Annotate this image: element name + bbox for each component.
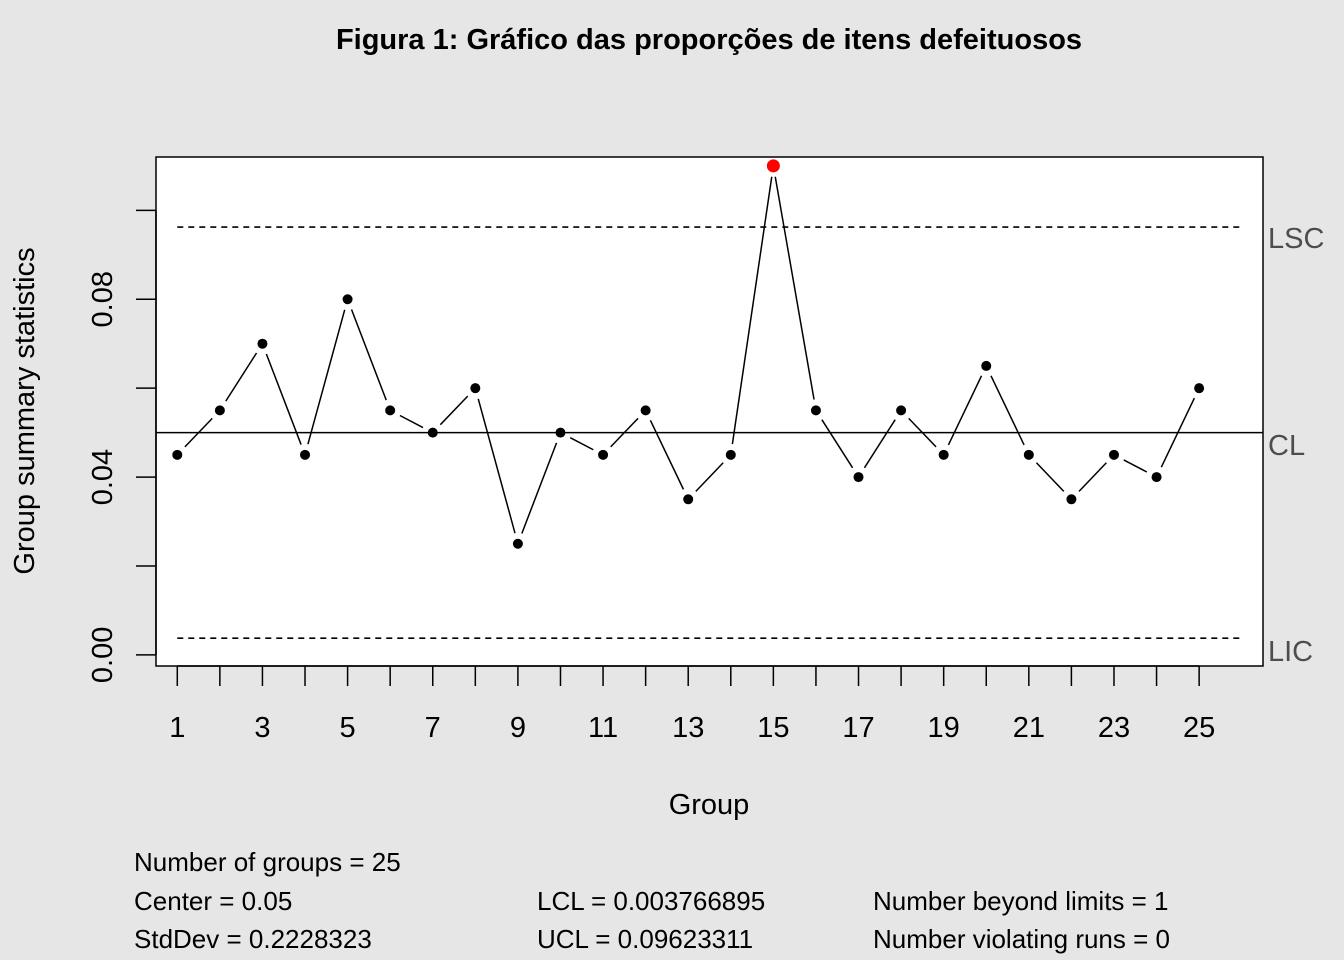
stat-lcl: LCL = 0.003766895 xyxy=(537,886,765,916)
data-point xyxy=(853,472,864,483)
y-tick-label: 0.00 xyxy=(87,627,119,683)
x-tick-label: 15 xyxy=(757,712,789,744)
data-point xyxy=(725,449,736,460)
series-segment xyxy=(265,353,302,445)
upper-limit-label: LSC xyxy=(1268,223,1324,255)
data-points xyxy=(172,159,1205,549)
x-axis: 1 3 5 7 9 11 13 15 17 19 21 23 25 xyxy=(169,665,1215,744)
data-point-beyond-limits xyxy=(766,159,780,173)
series-segment xyxy=(990,375,1025,446)
stat-number-of-groups: Number of groups = 25 xyxy=(134,847,401,877)
data-point xyxy=(1066,494,1077,505)
series-segment xyxy=(863,419,896,469)
series-segment xyxy=(350,309,387,401)
data-point xyxy=(683,494,694,505)
stat-violating-runs: Number violating runs = 0 xyxy=(873,924,1170,954)
series-segment xyxy=(908,417,937,448)
series-segment xyxy=(225,352,258,402)
series-segment xyxy=(731,176,773,445)
x-tick-label: 11 xyxy=(588,712,618,744)
stat-ucl: UCL = 0.09623311 xyxy=(537,924,753,954)
data-point xyxy=(1108,449,1119,460)
y-axis: 0.00 0.04 0.08 xyxy=(87,209,157,683)
x-tick-label: 21 xyxy=(1013,712,1045,744)
series-segment xyxy=(610,417,639,448)
stats-summary: Number of groups = 25 Center = 0.05 StdD… xyxy=(134,847,1170,954)
stat-center: Center = 0.05 xyxy=(134,886,292,916)
data-point xyxy=(555,427,566,438)
x-tick-label: 1 xyxy=(169,712,185,744)
data-point xyxy=(385,405,396,416)
x-tick-label: 13 xyxy=(672,712,704,744)
series-segment xyxy=(399,414,424,429)
data-point xyxy=(1194,383,1205,394)
series-segment xyxy=(184,417,213,448)
stat-beyond-limits: Number beyond limits = 1 xyxy=(873,886,1169,916)
x-tick-label: 5 xyxy=(340,712,356,744)
series-segment xyxy=(439,395,469,426)
lower-limit-label: LIC xyxy=(1268,636,1313,668)
data-point xyxy=(257,338,268,349)
x-tick-label: 17 xyxy=(842,712,874,744)
y-axis-label: Group summary statistics xyxy=(9,247,41,574)
x-tick-label: 19 xyxy=(928,712,960,744)
data-point xyxy=(598,449,609,460)
data-point xyxy=(810,405,821,416)
plot-area xyxy=(155,156,1264,667)
stat-stddev: StdDev = 0.2228323 xyxy=(134,924,372,954)
x-tick-label: 3 xyxy=(254,712,270,744)
y-tick-label: 0.04 xyxy=(87,449,119,505)
series-segment xyxy=(649,419,685,490)
data-point xyxy=(938,449,949,460)
x-tick-label: 7 xyxy=(425,712,441,744)
series-segment xyxy=(477,398,516,534)
series-segment xyxy=(1078,462,1107,492)
series-segment xyxy=(307,309,346,445)
data-point xyxy=(1023,449,1034,460)
control-limit-lines xyxy=(156,226,1263,639)
x-tick-label: 9 xyxy=(510,712,526,744)
data-point xyxy=(300,449,311,460)
x-tick-label: 23 xyxy=(1098,712,1130,744)
data-point xyxy=(342,294,353,305)
data-point xyxy=(427,427,438,438)
series-segment xyxy=(1160,397,1196,468)
series-segment xyxy=(521,442,558,534)
x-tick-label: 25 xyxy=(1183,712,1215,744)
series-segment xyxy=(569,437,594,451)
data-point xyxy=(512,538,523,549)
series-segment xyxy=(821,419,854,469)
data-point xyxy=(172,449,183,460)
data-point xyxy=(640,405,651,416)
data-point xyxy=(896,405,907,416)
series-segment xyxy=(695,462,724,492)
data-point xyxy=(214,405,225,416)
data-point xyxy=(470,383,481,394)
series-line-segments xyxy=(184,176,1196,534)
series-segment xyxy=(1035,462,1065,492)
data-point xyxy=(981,360,992,371)
data-point xyxy=(1151,472,1162,483)
series-segment xyxy=(774,176,815,400)
x-axis-label: Group xyxy=(669,789,750,821)
center-line-label: CL xyxy=(1268,430,1305,462)
y-tick-label: 0.08 xyxy=(87,271,119,327)
series-segment xyxy=(947,375,983,446)
series-segment xyxy=(1123,459,1148,473)
chart-title: Figura 1: Gráfico das proporções de iten… xyxy=(336,24,1082,56)
